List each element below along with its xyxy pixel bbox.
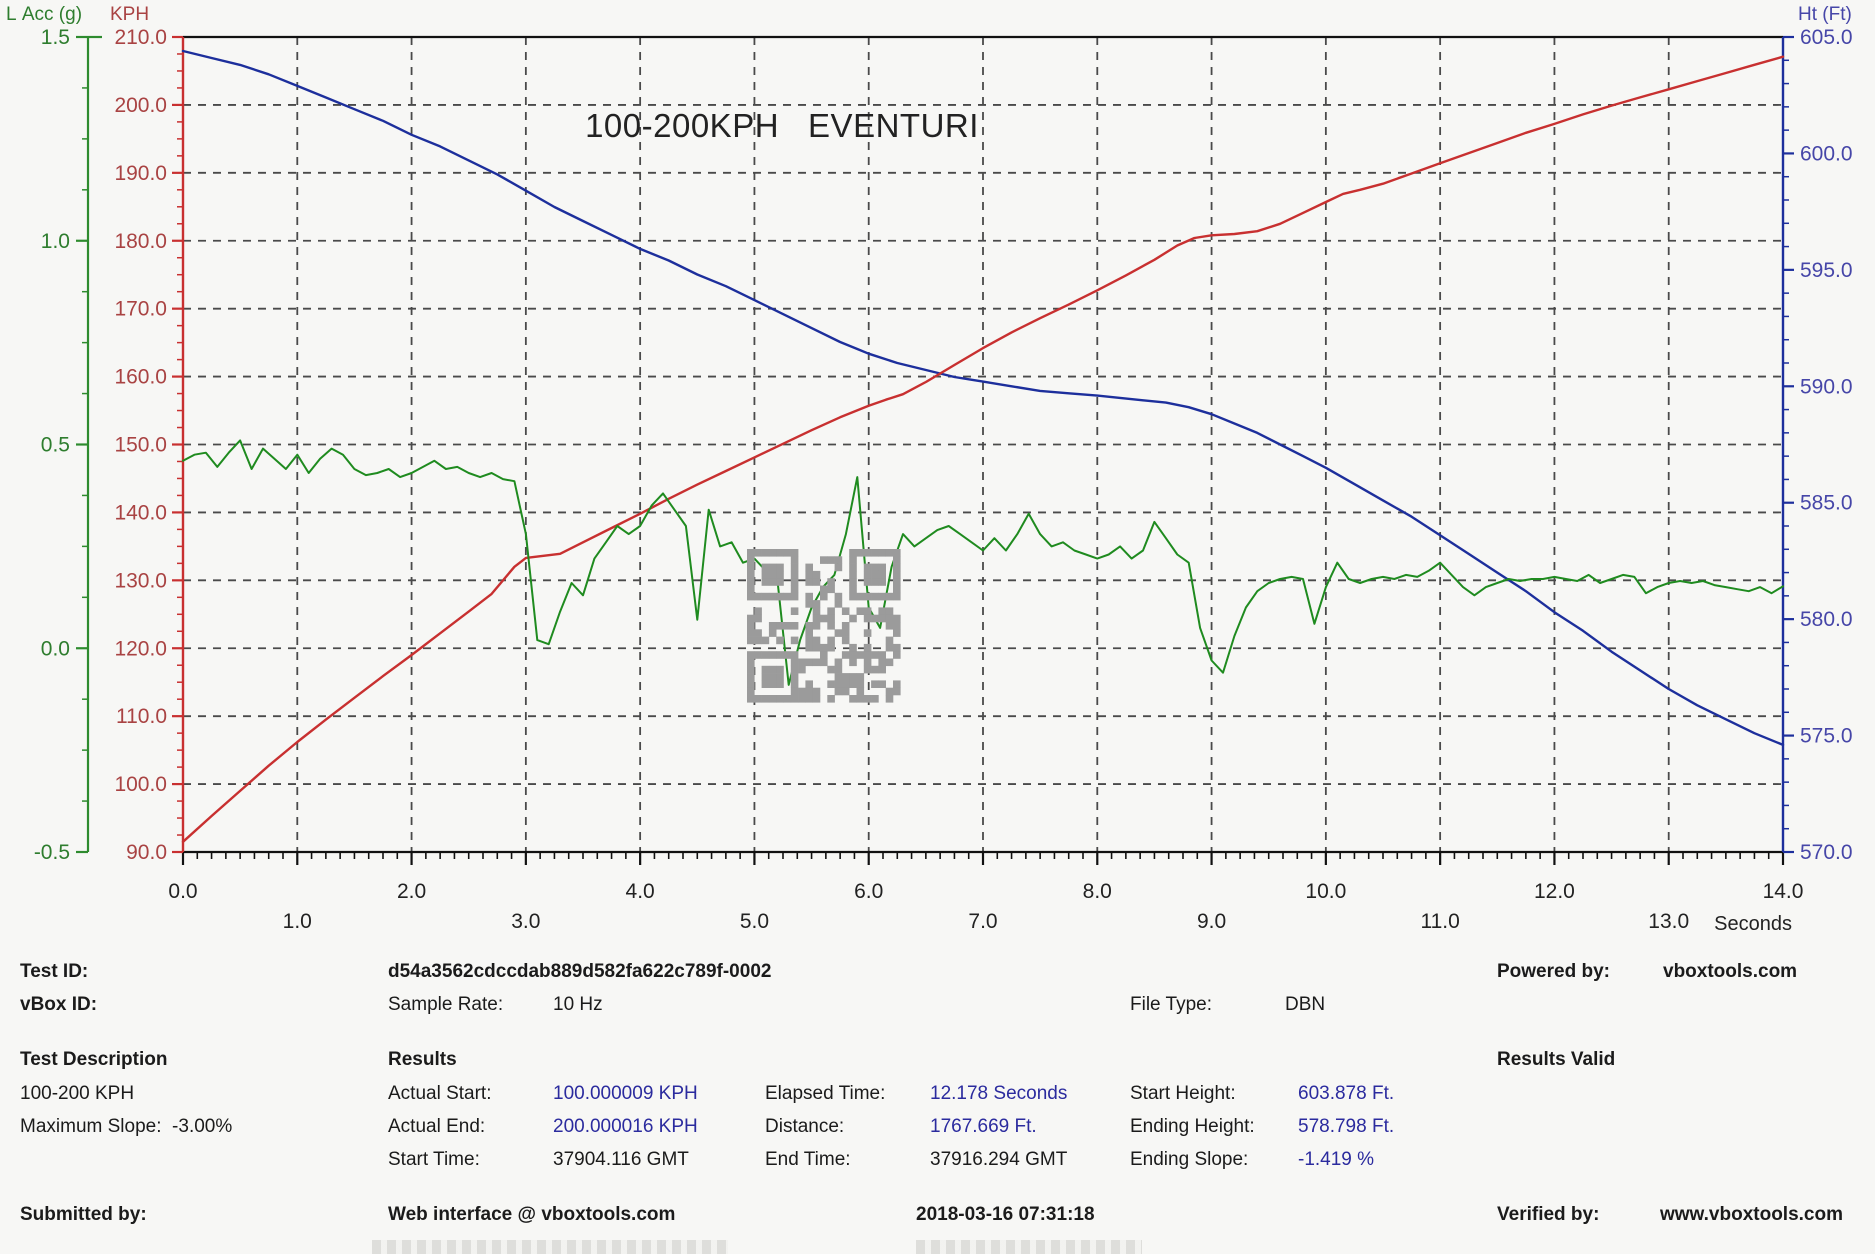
file-type-value: DBN bbox=[1285, 994, 1326, 1015]
sample-rate-label: Sample Rate: bbox=[388, 994, 504, 1015]
start-height-value: 603.878 Ft. bbox=[1298, 1083, 1395, 1104]
svg-text:Ht (Ft): Ht (Ft) bbox=[1798, 4, 1852, 25]
svg-text:3.0: 3.0 bbox=[511, 910, 540, 933]
ending-slope-label: Ending Slope: bbox=[1130, 1149, 1249, 1170]
svg-text:150.0: 150.0 bbox=[114, 434, 167, 457]
svg-text:575.0: 575.0 bbox=[1800, 725, 1853, 748]
distance-value: 1767.669 Ft. bbox=[930, 1116, 1037, 1137]
svg-text:11.0: 11.0 bbox=[1420, 910, 1459, 933]
svg-text:0.0: 0.0 bbox=[168, 880, 197, 903]
ending-height-value: 578.798 Ft. bbox=[1298, 1116, 1395, 1137]
svg-text:1.0: 1.0 bbox=[41, 230, 70, 253]
start-height-label: Start Height: bbox=[1130, 1083, 1236, 1104]
svg-text:12.0: 12.0 bbox=[1534, 880, 1575, 903]
vbox-id-label: vBox ID: bbox=[20, 994, 98, 1015]
svg-text:4.0: 4.0 bbox=[626, 880, 655, 903]
svg-text:8.0: 8.0 bbox=[1083, 880, 1112, 903]
svg-text:590.0: 590.0 bbox=[1800, 375, 1853, 398]
actual-start-label: Actual Start: bbox=[388, 1083, 492, 1104]
svg-text:190.0: 190.0 bbox=[114, 162, 167, 185]
svg-text:14.0: 14.0 bbox=[1763, 880, 1804, 903]
svg-text:100.0: 100.0 bbox=[114, 773, 167, 796]
svg-text:-0.5: -0.5 bbox=[34, 841, 70, 864]
svg-text:585.0: 585.0 bbox=[1800, 492, 1853, 515]
svg-text:Seconds: Seconds bbox=[1714, 913, 1792, 935]
submitted-by-value: Web interface @ vboxtools.com bbox=[388, 1204, 676, 1225]
svg-text:605.0: 605.0 bbox=[1800, 26, 1853, 49]
lateral_acceleration_g-line bbox=[182, 439, 1784, 686]
svg-text:1.0: 1.0 bbox=[283, 910, 312, 933]
height_ft-line bbox=[181, 49, 1785, 747]
verified-by-label: Verified by: bbox=[1497, 1204, 1600, 1225]
speed_kph-line bbox=[181, 55, 1785, 843]
svg-text:0.0: 0.0 bbox=[41, 637, 70, 660]
end-time-label: End Time: bbox=[765, 1149, 851, 1170]
clipped-text-row bbox=[916, 1240, 1142, 1254]
test-id-value: d54a3562cdccdab889d582fa622c789f-0002 bbox=[388, 961, 772, 982]
x-axis: 0.0 1.0 2.0 3.0 4.0 5.0 6.0 7.0 8.0 9.0 10.0 11.0 12… bbox=[168, 852, 1803, 935]
powered-by-value: vboxtools.com bbox=[1663, 961, 1798, 982]
acc-axis: -0.5 0.0 0.5 1.0 1.5L Acc (g) bbox=[6, 4, 102, 864]
kph-axis: 90.0 100.0 110.0 120.0 130.0 140.0 150.0 160.0 1… bbox=[110, 4, 185, 864]
actual-end-value: 200.000016 KPH bbox=[553, 1116, 698, 1137]
svg-text:130.0: 130.0 bbox=[114, 569, 167, 592]
test-description-line2: Maximum Slope: -3.00% bbox=[20, 1116, 233, 1137]
elapsed-time-value: 12.178 Seconds bbox=[930, 1083, 1068, 1104]
svg-text:10.0: 10.0 bbox=[1305, 880, 1346, 903]
svg-text:13.0: 13.0 bbox=[1648, 910, 1689, 933]
svg-text:110.0: 110.0 bbox=[116, 705, 167, 728]
distance-label: Distance: bbox=[765, 1116, 845, 1137]
svg-text:2.0: 2.0 bbox=[397, 880, 426, 903]
svg-text:140.0: 140.0 bbox=[114, 501, 167, 524]
test-description-heading: Test Description bbox=[20, 1049, 168, 1070]
actual-end-label: Actual End: bbox=[388, 1116, 486, 1137]
ending-slope-value: -1.419 % bbox=[1298, 1149, 1375, 1170]
verified-by-value: www.vboxtools.com bbox=[1660, 1204, 1843, 1225]
powered-by-label: Powered by: bbox=[1497, 961, 1610, 982]
chart-title: 100-200KPH EVENTURI bbox=[585, 107, 979, 144]
results-heading: Results bbox=[388, 1049, 457, 1070]
ht-axis: 570.0 575.0 580.0 585.0 590.0 595.0 600.0 605.0… bbox=[1781, 4, 1853, 864]
test-description-line1: 100-200 KPH bbox=[20, 1083, 135, 1104]
svg-text:0.5: 0.5 bbox=[41, 434, 70, 457]
clipped-text-row bbox=[372, 1240, 728, 1254]
start-time-value: 37904.116 GMT bbox=[553, 1149, 689, 1170]
svg-text:90.0: 90.0 bbox=[126, 841, 167, 864]
qr-code bbox=[747, 549, 901, 703]
svg-text:180.0: 180.0 bbox=[114, 230, 167, 253]
svg-text:200.0: 200.0 bbox=[114, 94, 167, 117]
file-type-label: File Type: bbox=[1130, 994, 1213, 1015]
actual-start-value: 100.000009 KPH bbox=[553, 1083, 698, 1104]
test-id-label: Test ID: bbox=[20, 961, 89, 982]
chart: 0.0 1.0 2.0 3.0 4.0 5.0 6.0 7.0 8.0 9.0 10.0 11.0 12… bbox=[6, 4, 1853, 935]
start-time-label: Start Time: bbox=[388, 1149, 480, 1170]
svg-text:KPH: KPH bbox=[110, 4, 149, 25]
svg-text:120.0: 120.0 bbox=[114, 637, 167, 660]
chart-canvas: 0.0 1.0 2.0 3.0 4.0 5.0 6.0 7.0 8.0 9.0 10.0 11.0 12… bbox=[6, 4, 1853, 935]
svg-text:570.0: 570.0 bbox=[1800, 841, 1853, 864]
svg-text:210.0: 210.0 bbox=[114, 26, 167, 49]
svg-text:600.0: 600.0 bbox=[1800, 142, 1853, 165]
svg-text:595.0: 595.0 bbox=[1800, 259, 1853, 282]
end-time-value: 37916.294 GMT bbox=[930, 1149, 1068, 1170]
svg-text:580.0: 580.0 bbox=[1800, 608, 1853, 631]
svg-text:170.0: 170.0 bbox=[114, 298, 167, 321]
svg-text:160.0: 160.0 bbox=[114, 366, 167, 389]
svg-text:5.0: 5.0 bbox=[740, 910, 769, 933]
svg-text:L Acc (g): L Acc (g) bbox=[6, 4, 82, 25]
elapsed-time-label: Elapsed Time: bbox=[765, 1083, 886, 1104]
svg-text:1.5: 1.5 bbox=[41, 26, 70, 49]
svg-text:6.0: 6.0 bbox=[854, 880, 883, 903]
sample-rate-value: 10 Hz bbox=[553, 994, 603, 1015]
submitted-by-label: Submitted by: bbox=[20, 1204, 147, 1225]
results-valid-badge: Results Valid bbox=[1497, 1049, 1616, 1070]
timestamp: 2018-03-16 07:31:18 bbox=[916, 1204, 1095, 1225]
ending-height-label: Ending Height: bbox=[1130, 1116, 1255, 1137]
gridlines bbox=[183, 37, 1783, 852]
svg-text:7.0: 7.0 bbox=[968, 910, 997, 933]
svg-text:9.0: 9.0 bbox=[1197, 910, 1226, 933]
